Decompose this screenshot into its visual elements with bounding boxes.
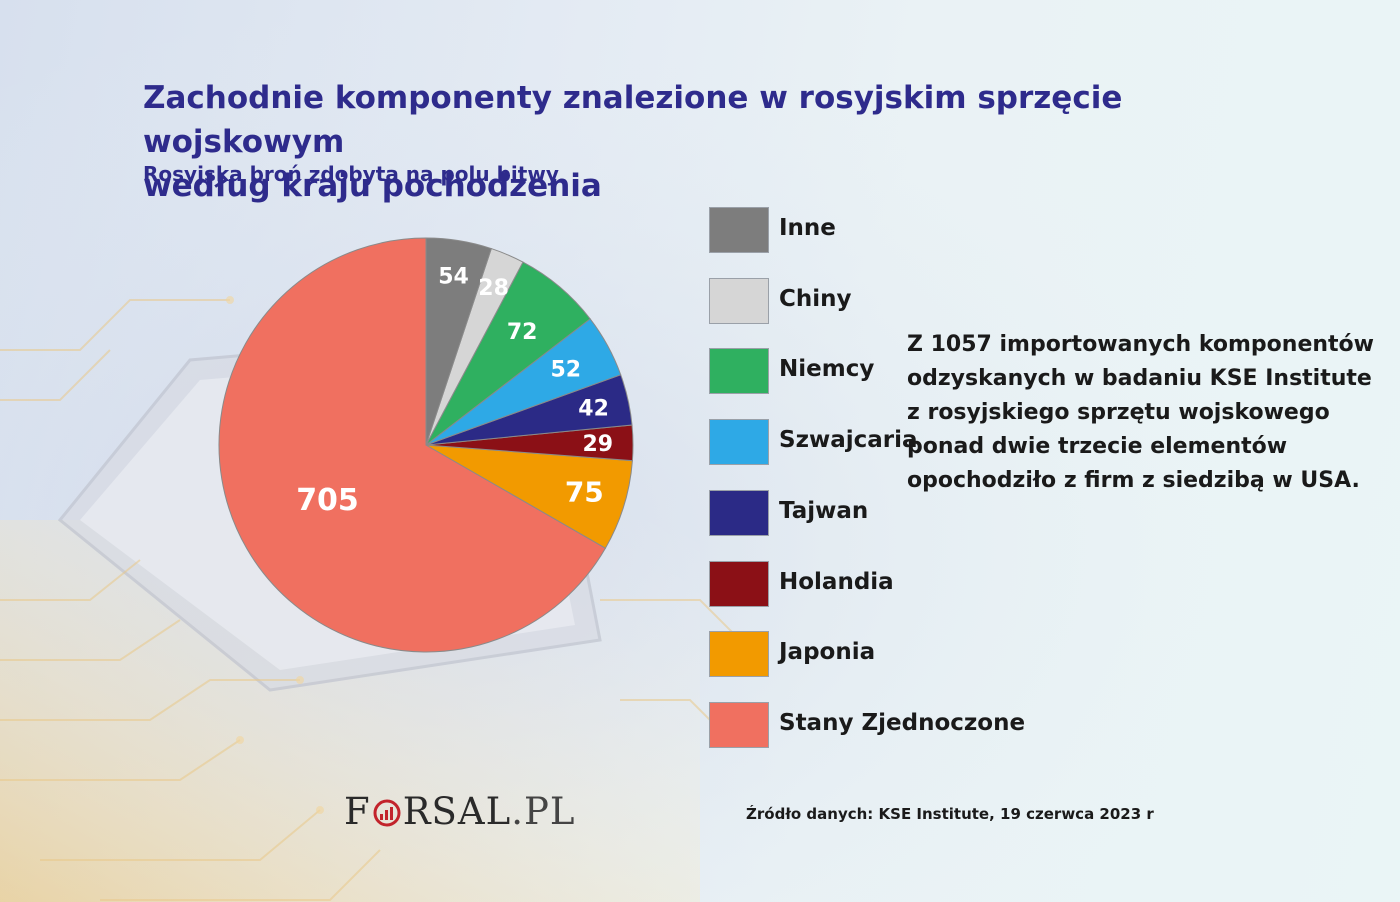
note-line: odzyskanych w badaniu KSE Institute	[907, 366, 1372, 391]
forsal-logo: F RSAL .PL	[344, 790, 575, 833]
legend-item-2: Niemcy	[709, 348, 1029, 396]
pie-data-label-7: 54	[438, 264, 469, 289]
legend-swatch	[709, 489, 769, 536]
pie-slice-7	[425, 237, 492, 446]
note-line: ponad dwie trzecie elementów	[907, 434, 1288, 459]
pie-data-label-2: 29	[582, 432, 613, 457]
legend-label: Stany Zjednoczone	[779, 709, 1026, 736]
pie-data-label-1: 75	[565, 476, 604, 509]
chart-title: Zachodnie komponenty znalezione w rosyjs…	[143, 76, 1263, 208]
pie-data-label-4: 52	[550, 358, 581, 383]
legend-label: Tajwan	[779, 497, 869, 524]
explanatory-note: Z 1057 importowanych komponentów odzyska…	[907, 328, 1377, 498]
legend-item-5: Holandia	[709, 560, 1029, 609]
legend-swatch	[709, 560, 769, 607]
note-line: opochodziło z firm z siedzibą w USA.	[907, 468, 1360, 493]
pie-slice-0	[218, 237, 607, 653]
pie-data-label-0: 705	[296, 483, 359, 518]
legend-swatch	[709, 207, 769, 253]
legend-swatch	[709, 631, 769, 678]
logo-text-pl: .PL	[511, 790, 576, 833]
chart-title-line-1: Zachodnie komponenty znalezione w rosyjs…	[143, 80, 1123, 160]
legend-label: Niemcy	[779, 356, 875, 383]
legend-swatch	[709, 701, 769, 748]
legend-item-3: Szwajcaria	[709, 419, 1029, 467]
chart-title-line-2: według kraju pochodzenia	[143, 168, 602, 204]
logo-text-f: F	[344, 790, 371, 833]
legend-item-7: Stany Zjednoczone	[709, 701, 1029, 750]
source-note: Źródło danych: KSE Institute, 19 czerwca…	[746, 805, 1154, 823]
legend-label: Inne	[779, 215, 836, 241]
legend-label: Japonia	[779, 639, 876, 666]
legend-swatch	[709, 277, 769, 324]
pie-chart: 705 75 29 42 52 72 28 54	[218, 237, 634, 653]
legend-item-6: Japonia	[709, 631, 1029, 679]
legend-swatch	[709, 348, 769, 395]
pie-data-label-3: 42	[578, 396, 609, 421]
legend-label: Szwajcaria	[779, 427, 918, 454]
pie-data-label-5: 72	[507, 320, 538, 345]
pie-data-label-6: 28	[478, 276, 509, 301]
logo-text-rsal: RSAL	[402, 790, 512, 833]
legend-item-0: Inne	[709, 207, 1029, 255]
chart-subtitle: Rosyjska broń zdobyta na polu bitwy	[143, 162, 559, 186]
logo-o-chart-icon	[373, 799, 401, 826]
note-line: z rosyjskiego sprzętu wojskowego	[907, 400, 1330, 425]
legend-item-4: Tajwan	[709, 489, 1029, 538]
legend-label: Chiny	[779, 285, 852, 312]
legend-label: Holandia	[779, 568, 894, 595]
legend-swatch	[709, 419, 769, 466]
note-line: Z 1057 importowanych komponentów	[907, 332, 1374, 357]
legend-item-1: Chiny	[709, 277, 1029, 326]
